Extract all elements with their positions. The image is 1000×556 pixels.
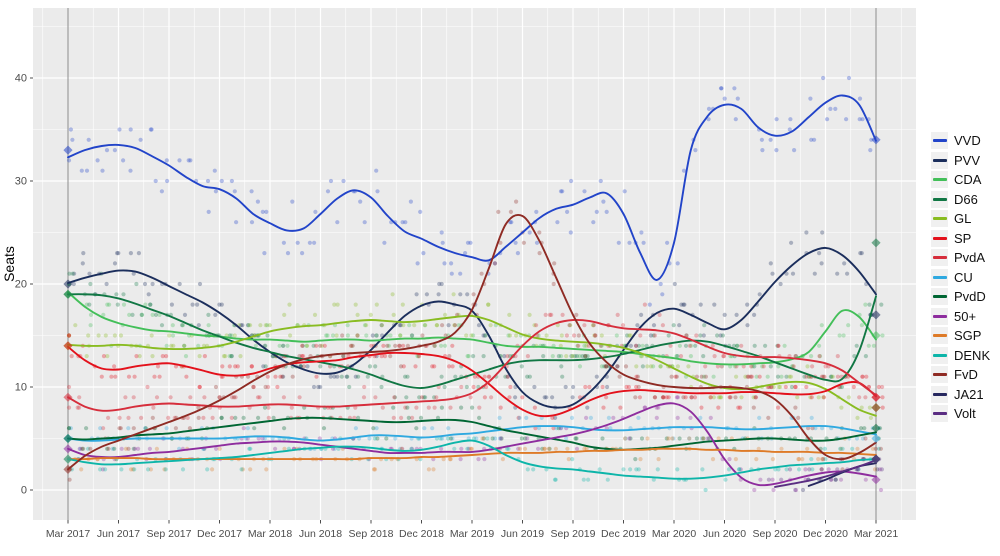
legend-label: GL [954,211,972,227]
legend-label: JA21 [954,386,984,402]
legend-key-icon [931,307,948,325]
y-tick-label: 40 [15,73,27,85]
x-tick-label: Dec 2018 [399,528,444,540]
legend-key-icon [931,405,948,423]
trend-line-gl [67,314,877,417]
x-tick-label: Dec 2019 [601,528,646,540]
legend-item-ja21: JA21 [931,385,990,405]
x-tick-label: Mar 2019 [450,528,495,540]
legend-key-icon [931,288,948,306]
y-tick-label: 30 [15,176,27,188]
legend-item-volt: Volt [931,404,990,424]
legend-key-icon [931,190,948,208]
trend-line-sp [67,345,877,418]
x-tick-label: Jun 2020 [703,528,746,540]
legend-label: D66 [954,191,978,207]
legend-label: VVD [954,133,981,149]
legend-label: CU [954,269,973,285]
x-tick-label: Sep 2020 [753,528,798,540]
plot-panel [33,8,916,520]
trend-line-cu [67,424,877,442]
legend-key-icon [931,268,948,286]
legend-key-icon [931,327,948,345]
legend-key-icon [931,366,948,384]
legend-key-icon [931,346,948,364]
x-tick-label: Sep 2017 [147,528,192,540]
legend-item-vvd: VVD [931,131,990,151]
legend-item-d66: D66 [931,190,990,210]
legend-key-icon [931,171,948,189]
x-tick-label: Mar 2021 [854,528,899,540]
legend-label: PvdA [954,250,986,266]
trend-line-d66 [67,293,877,389]
x-tick-label: Mar 2017 [46,528,91,540]
axes: 0 10 20 30 40 Mar 2017 Jun 2017 Sep 2017 Dec 201… [15,73,899,541]
x-tick-label: Dec 2017 [197,528,242,540]
trend-line-50plus [67,402,877,487]
legend-item-sp: SP [931,229,990,249]
y-tick-label: 0 [21,485,27,497]
x-tick-label: Mar 2020 [652,528,697,540]
trend-line-pvdd [67,416,877,451]
x-tick-label: Sep 2018 [349,528,394,540]
legend-label: Volt [954,406,976,422]
legend: VVD PVV CDA D66 GL SP PvdA CU PvdD 50+ SGP DENK FvD J… [931,131,990,424]
election-result-markers [63,135,881,485]
trend-lines [67,94,877,488]
trend-line-pvda [67,318,877,412]
legend-item-cda: CDA [931,170,990,190]
legend-label: SGP [954,328,982,344]
legend-label: DENK [954,347,991,363]
x-tick-label: Jun 2018 [299,528,342,540]
legend-label: PVV [954,152,981,168]
legend-key-icon [931,385,948,403]
legend-label: PvdD [954,289,986,305]
x-tick-label: Sep 2019 [551,528,596,540]
legend-label: FvD [954,367,978,383]
legend-key-icon [931,210,948,228]
trend-line-fvd [67,213,877,471]
y-tick-label: 10 [15,382,27,394]
legend-item-gl: GL [931,209,990,229]
x-tick-label: Jun 2019 [501,528,544,540]
x-tick-label: Dec 2020 [803,528,848,540]
legend-key-icon [931,151,948,169]
legend-key-icon [931,249,948,267]
legend-label: 50+ [954,308,977,324]
legend-label: CDA [954,172,982,188]
legend-item-50plus: 50+ [931,307,990,327]
legend-item-pvdd: PvdD [931,287,990,307]
legend-item-fvd: FvD [931,365,990,385]
trend-line-cda [67,291,877,366]
trend-line-vvd [67,94,877,281]
legend-item-cu: CU [931,268,990,288]
y-axis-title: Seats [1,246,17,282]
trend-line-volt [774,459,877,488]
legend-key-icon [931,132,948,150]
legend-item-pvv: PVV [931,151,990,171]
y-tick-label: 20 [15,279,27,291]
trend-line-denk [67,439,877,480]
legend-item-sgp: SGP [931,326,990,346]
legend-key-icon [931,229,948,247]
legend-item-pvda: PvdA [931,248,990,268]
legend-item-denk: DENK [931,346,990,366]
x-tick-label: Mar 2018 [248,528,293,540]
legend-label: SP [954,230,972,246]
x-tick-label: Jun 2017 [97,528,140,540]
